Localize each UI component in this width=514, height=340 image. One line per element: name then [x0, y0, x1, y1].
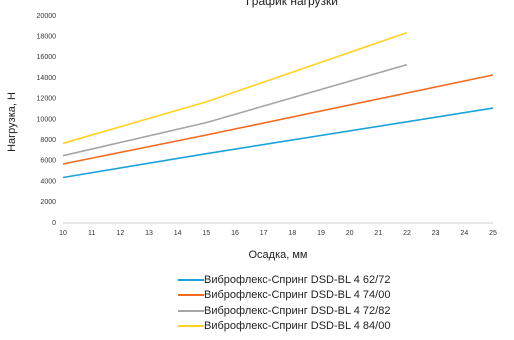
y-tick-label: 12000 — [37, 96, 57, 103]
x-tick-label: 24 — [460, 230, 468, 237]
x-tick-label: 19 — [317, 230, 325, 237]
y-tick-label: 10000 — [37, 116, 57, 123]
y-tick-label: 14000 — [37, 75, 57, 82]
chart-title: График нагрузки — [246, 0, 338, 8]
y-tick-label: 0 — [52, 220, 56, 227]
x-tick-label: 25 — [489, 230, 497, 237]
y-tick-label: 4000 — [40, 178, 56, 185]
y-tick-label: 20000 — [37, 13, 57, 20]
legend-item: Виброфлекс-Спринг DSD-BL 4 72/82 — [178, 303, 390, 319]
x-tick-label: 15 — [202, 230, 210, 237]
x-axis-title: Осадка, мм — [248, 249, 307, 261]
series-line-2 — [62, 74, 494, 165]
legend-swatch — [178, 278, 204, 281]
x-tick-label: 20 — [346, 230, 354, 237]
x-tick-label: 16 — [231, 230, 239, 237]
x-tick-label: 23 — [432, 230, 440, 237]
legend-label: Виброфлекс-Спринг DSD-BL 4 84/00 — [204, 320, 391, 333]
legend-item: Виброфлекс-Спринг DSD-BL 4 74/00 — [178, 288, 390, 304]
x-tick-label: 12 — [116, 230, 124, 237]
x-tick-label: 21 — [374, 230, 382, 237]
x-tick-label: 17 — [260, 230, 268, 237]
legend-label: Виброфлекс-Спринг DSD-BL 4 72/82 — [204, 304, 391, 317]
legend-swatch — [178, 325, 204, 328]
x-tick-label: 22 — [403, 230, 411, 237]
x-tick-label: 11 — [88, 230, 95, 237]
legend-item: Виброфлекс-Спринг DSD-BL 4 62/72 — [178, 272, 390, 288]
y-tick-label: 18000 — [37, 34, 57, 41]
legend-swatch — [178, 309, 204, 312]
x-tick-label: 18 — [288, 230, 296, 237]
y-tick-label: 8000 — [40, 137, 56, 144]
x-tick-label: 14 — [174, 230, 182, 237]
series-line-4 — [62, 31, 408, 145]
x-axis-ticks: 10 11 12 13 14 15 16 17 18 19 20 21 22 23 24 25 — [59, 230, 497, 237]
legend-swatch — [178, 294, 204, 297]
y-tick-label: 2000 — [40, 199, 56, 206]
y-axis-ticks: 0 2000 4000 6000 8000 10000 12000 14000 16000 180… — [37, 13, 57, 227]
y-axis-title: Нагрузка, Н — [6, 92, 18, 152]
series-line-1 — [62, 107, 494, 179]
series-line-3 — [62, 63, 408, 157]
x-tick-label: 13 — [145, 230, 153, 237]
y-tick-label: 16000 — [37, 54, 57, 61]
x-tick-label: 10 — [59, 230, 67, 237]
y-tick-label: 6000 — [40, 158, 56, 165]
legend-item: Виброфлекс-Спринг DSD-BL 4 84/00 — [178, 319, 390, 335]
legend-label: Виброфлекс-Спринг DSD-BL 4 74/00 — [204, 289, 391, 302]
legend-label: Виброфлекс-Спринг DSD-BL 4 62/72 — [204, 273, 391, 286]
legend: Виброфлекс-Спринг DSD-BL 4 62/72 Виброфле… — [178, 272, 390, 334]
series-lines — [62, 31, 494, 179]
